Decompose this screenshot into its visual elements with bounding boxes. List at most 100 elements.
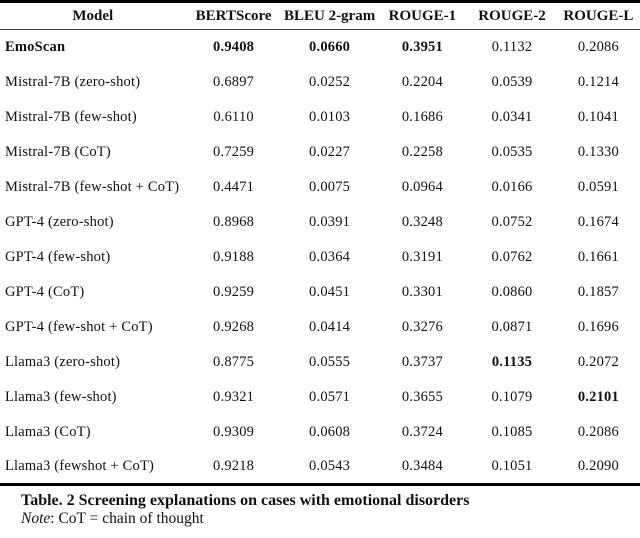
- value-cell: 0.9218: [213, 457, 255, 474]
- value-cell: 0.0660: [309, 38, 351, 55]
- model-cell: Mistral-7B (few-shot): [5, 108, 137, 125]
- value-cell: 0.0252: [309, 73, 351, 90]
- value-cell: 0.1132: [491, 38, 533, 55]
- value-cell: 0.1135: [491, 353, 533, 370]
- value-cell: 0.3276: [401, 318, 443, 335]
- model-cell: Mistral-7B (CoT): [5, 143, 111, 160]
- value-cell: 0.0391: [309, 213, 351, 230]
- value-cell: 0.9268: [213, 318, 255, 335]
- value-cell: 0.9259: [213, 283, 255, 300]
- value-cell: 0.9321: [213, 388, 255, 405]
- value-cell: 0.0752: [491, 213, 533, 230]
- table-row: Llama3 (CoT) 0.9309 0.0608 0.3724 0.1085…: [0, 415, 640, 450]
- model-cell: GPT-4 (few-shot + CoT): [5, 318, 153, 335]
- value-cell: 0.0860: [491, 283, 533, 300]
- value-cell: 0.1330: [577, 143, 619, 160]
- value-cell: 0.1085: [491, 423, 533, 440]
- value-cell: 0.9309: [213, 423, 255, 440]
- column-header-model: Model: [0, 1, 186, 30]
- value-cell: 0.0762: [491, 248, 533, 265]
- value-cell: 0.3248: [401, 213, 443, 230]
- value-cell: 0.7259: [213, 143, 255, 160]
- model-cell: Mistral-7B (zero-shot): [5, 73, 141, 90]
- value-cell: 0.3191: [401, 248, 443, 265]
- value-cell: 0.6110: [213, 108, 254, 125]
- note-text: : CoT = chain of thought: [50, 510, 204, 527]
- value-cell: 0.6897: [213, 73, 255, 90]
- value-cell: 0.3484: [401, 457, 443, 474]
- value-cell: 0.3951: [401, 38, 443, 55]
- results-table: Model BERTScore BLEU 2-gram ROUGE-1 ROUG…: [0, 0, 640, 486]
- table-row: Llama3 (fewshot + CoT) 0.9218 0.0543 0.3…: [0, 450, 640, 485]
- table-header-row: Model BERTScore BLEU 2-gram ROUGE-1 ROUG…: [0, 1, 640, 30]
- table-caption-title: Table. 2 Screening explanations on cases…: [21, 492, 470, 509]
- note-label: Note: [21, 510, 51, 527]
- value-cell: 0.8775: [213, 353, 255, 370]
- value-cell: 0.0539: [491, 73, 533, 90]
- value-cell: 0.1079: [491, 388, 533, 405]
- value-cell: 0.1857: [577, 283, 619, 300]
- value-cell: 0.0571: [309, 388, 351, 405]
- column-header-rouge-2: ROUGE-2: [467, 1, 557, 30]
- value-cell: 0.2101: [577, 388, 619, 405]
- value-cell: 0.0964: [401, 178, 443, 195]
- value-cell: 0.1214: [577, 73, 619, 90]
- table-row: GPT-4 (zero-shot) 0.8968 0.0391 0.3248 0…: [0, 205, 640, 240]
- value-cell: 0.2072: [577, 353, 619, 370]
- value-cell: 0.1051: [491, 457, 533, 474]
- value-cell: 0.2086: [577, 38, 619, 55]
- value-cell: 0.3737: [401, 353, 443, 370]
- value-cell: 0.0075: [309, 178, 351, 195]
- table-row: Llama3 (few-shot) 0.9321 0.0571 0.3655 0…: [0, 380, 640, 415]
- value-cell: 0.0364: [309, 248, 351, 265]
- value-cell: 0.1696: [577, 318, 619, 335]
- value-cell: 0.0451: [309, 283, 351, 300]
- value-cell: 0.1661: [577, 248, 619, 265]
- model-cell: Llama3 (fewshot + CoT): [5, 457, 155, 474]
- table-row: Llama3 (zero-shot) 0.8775 0.0555 0.3737 …: [0, 345, 640, 380]
- value-cell: 0.1686: [401, 108, 443, 125]
- table-row: GPT-4 (CoT) 0.9259 0.0451 0.3301 0.0860 …: [0, 275, 640, 310]
- value-cell: 0.2086: [577, 423, 619, 440]
- table-row: GPT-4 (few-shot) 0.9188 0.0364 0.3191 0.…: [0, 240, 640, 275]
- value-cell: 0.0608: [309, 423, 351, 440]
- value-cell: 0.1674: [577, 213, 619, 230]
- value-cell: 0.0103: [309, 108, 351, 125]
- table-row: Mistral-7B (CoT) 0.7259 0.0227 0.2258 0.…: [0, 135, 640, 170]
- column-header-bleu-2gram: BLEU 2-gram: [281, 1, 378, 30]
- value-cell: 0.2258: [401, 143, 443, 160]
- model-cell: Mistral-7B (few-shot + CoT): [5, 178, 180, 195]
- table-row: EmoScan 0.9408 0.0660 0.3951 0.1132 0.20…: [0, 30, 640, 65]
- value-cell: 0.9408: [213, 38, 255, 55]
- model-cell: Llama3 (zero-shot): [5, 353, 121, 370]
- value-cell: 0.8968: [213, 213, 255, 230]
- value-cell: 0.0227: [309, 143, 351, 160]
- model-cell: GPT-4 (CoT): [5, 283, 85, 300]
- model-cell: GPT-4 (zero-shot): [5, 213, 114, 230]
- model-cell: Llama3 (few-shot): [5, 388, 117, 405]
- model-cell: EmoScan: [5, 38, 66, 55]
- column-header-bertscore: BERTScore: [185, 1, 282, 30]
- table-caption-note: Note: CoT = chain of thought: [21, 510, 640, 528]
- value-cell: 0.0414: [309, 318, 351, 335]
- value-cell: 0.0871: [491, 318, 533, 335]
- value-cell: 0.0591: [577, 178, 619, 195]
- table-row: GPT-4 (few-shot + CoT) 0.9268 0.0414 0.3…: [0, 310, 640, 345]
- table-row: Mistral-7B (few-shot) 0.6110 0.0103 0.16…: [0, 100, 640, 135]
- value-cell: 0.2090: [577, 457, 619, 474]
- value-cell: 0.4471: [213, 178, 255, 195]
- value-cell: 0.0555: [309, 353, 351, 370]
- table-row: Mistral-7B (few-shot + CoT) 0.4471 0.007…: [0, 170, 640, 205]
- value-cell: 0.2204: [401, 73, 443, 90]
- column-header-rouge-1: ROUGE-1: [377, 1, 468, 30]
- model-cell: Llama3 (CoT): [5, 423, 91, 440]
- model-cell: GPT-4 (few-shot): [5, 248, 111, 265]
- value-cell: 0.9188: [213, 248, 255, 265]
- value-cell: 0.0341: [491, 108, 533, 125]
- value-cell: 0.0535: [491, 143, 533, 160]
- value-cell: 0.3724: [401, 423, 443, 440]
- value-cell: 0.0543: [309, 457, 351, 474]
- value-cell: 0.3301: [401, 283, 443, 300]
- column-header-rouge-l: ROUGE-L: [556, 1, 640, 30]
- value-cell: 0.0166: [491, 178, 533, 195]
